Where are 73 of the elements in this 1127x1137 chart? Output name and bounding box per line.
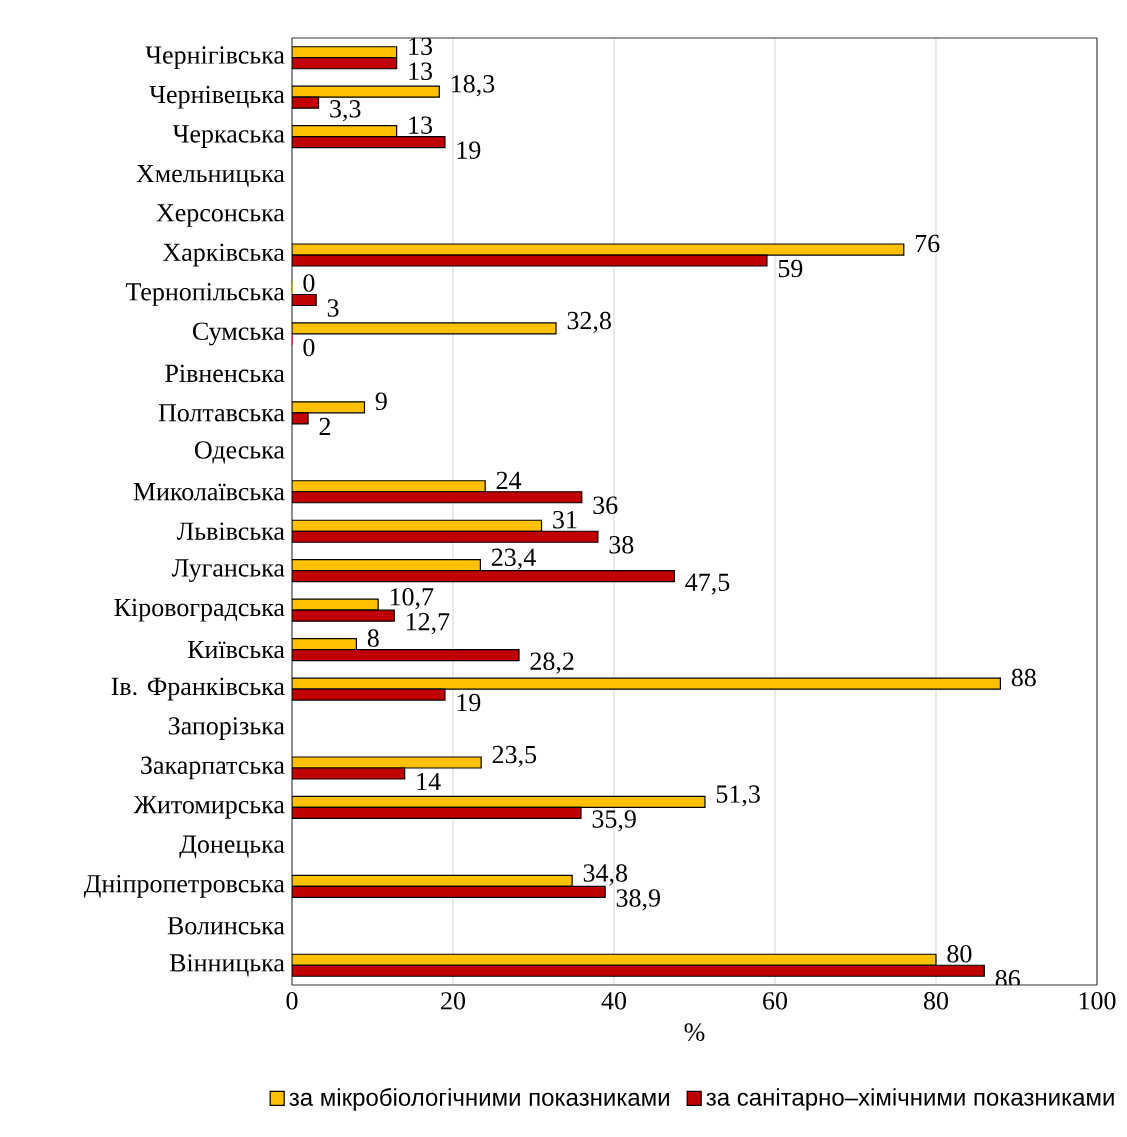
y-tick-label: Полтавська bbox=[158, 404, 285, 422]
bar bbox=[292, 874, 573, 887]
data-label: 18,3 bbox=[452, 75, 495, 97]
data-label: 59 bbox=[778, 259, 803, 278]
y-tick-label: Ів. Франківська bbox=[111, 677, 285, 701]
data-label: 19 bbox=[457, 141, 481, 159]
x-tick-label: 100 bbox=[1079, 992, 1116, 1010]
data-label: 28,2 bbox=[530, 652, 574, 674]
data-label: 34,8 bbox=[583, 864, 628, 886]
data-label: 35,9 bbox=[592, 810, 636, 832]
data-label: 24 bbox=[496, 471, 522, 489]
data-label: 0 bbox=[303, 338, 315, 357]
data-label: 76 bbox=[915, 234, 940, 253]
data-label: 23,4 bbox=[491, 548, 536, 570]
bar bbox=[292, 480, 486, 493]
y-tick-label: Чернівецька bbox=[149, 85, 285, 109]
y-tick-label: Житомирська bbox=[133, 796, 285, 819]
x-tick-label: 60 bbox=[763, 992, 788, 1010]
y-tick-label: Рівненська bbox=[165, 364, 285, 383]
data-label: 9 bbox=[375, 392, 387, 411]
x-tick-label: 0 bbox=[286, 992, 298, 1010]
y-tick-label: Вінницька bbox=[169, 954, 285, 977]
y-tick-label: Черкаська bbox=[172, 125, 285, 148]
data-label: 38 bbox=[609, 535, 634, 554]
data-label: 8 bbox=[367, 629, 379, 647]
y-tick-label: Харківська bbox=[163, 243, 285, 267]
data-label: 3 bbox=[327, 299, 339, 317]
data-label: 12,7 bbox=[406, 613, 450, 635]
x-tick-label: 40 bbox=[601, 992, 627, 1010]
y-tick-label: Донецька bbox=[179, 835, 285, 859]
bar bbox=[292, 795, 706, 809]
data-label: 47,5 bbox=[685, 573, 730, 595]
data-label: 23,5 bbox=[492, 745, 537, 768]
x-axis-title: % bbox=[684, 1023, 705, 1041]
y-tick-label: Волинська bbox=[167, 917, 285, 935]
bar bbox=[292, 519, 543, 532]
bar bbox=[292, 85, 440, 98]
x-tick-label: 20 bbox=[441, 992, 466, 1010]
data-label: 13 bbox=[409, 62, 433, 80]
data-label: 38,9 bbox=[616, 889, 660, 911]
data-label: 80 bbox=[947, 945, 972, 963]
y-tick-label: Луганська bbox=[171, 559, 285, 583]
data-label: 36 bbox=[593, 496, 618, 514]
data-label: 31 bbox=[553, 510, 577, 529]
data-label: 32,8 bbox=[567, 311, 611, 334]
data-label: 19 bbox=[457, 693, 481, 712]
data-label: 13 bbox=[409, 37, 433, 55]
legend-label: за санітарно–хімічними показниками bbox=[706, 1088, 1114, 1111]
y-tick-label: Кіровоградська bbox=[114, 598, 285, 622]
y-tick-label: Сумська bbox=[193, 322, 285, 346]
y-tick-label: Закарпатська bbox=[141, 756, 285, 780]
data-label: 88 bbox=[1011, 668, 1036, 687]
data-label: 3,3 bbox=[330, 100, 361, 122]
y-tick-label: Львівська bbox=[176, 522, 285, 540]
y-tick-label: Миколаївська bbox=[133, 483, 285, 501]
y-tick-label: Одеська bbox=[194, 441, 285, 464]
data-label: 2 bbox=[319, 417, 331, 435]
y-tick-label: Дніпропетровська bbox=[83, 874, 285, 898]
y-tick-label: Хмельницька bbox=[136, 165, 285, 188]
data-label: 13 bbox=[409, 116, 433, 134]
y-tick-label: Київська bbox=[187, 640, 285, 659]
y-tick-label: Чернігівська bbox=[145, 46, 285, 70]
legend-label: за мікробіологічними показниками bbox=[289, 1088, 669, 1111]
data-label: 14 bbox=[417, 772, 441, 791]
data-label: 10,7 bbox=[390, 588, 434, 610]
y-tick-label: Херсонська bbox=[156, 204, 285, 227]
bar bbox=[292, 953, 937, 966]
y-tick-label: Запорізька bbox=[168, 717, 285, 740]
data-label: 0 bbox=[303, 274, 315, 292]
bar bbox=[292, 559, 481, 572]
x-tick-label: 80 bbox=[924, 992, 949, 1010]
data-label: 51,3 bbox=[716, 785, 760, 807]
y-tick-label: Тернопільська bbox=[125, 283, 285, 306]
